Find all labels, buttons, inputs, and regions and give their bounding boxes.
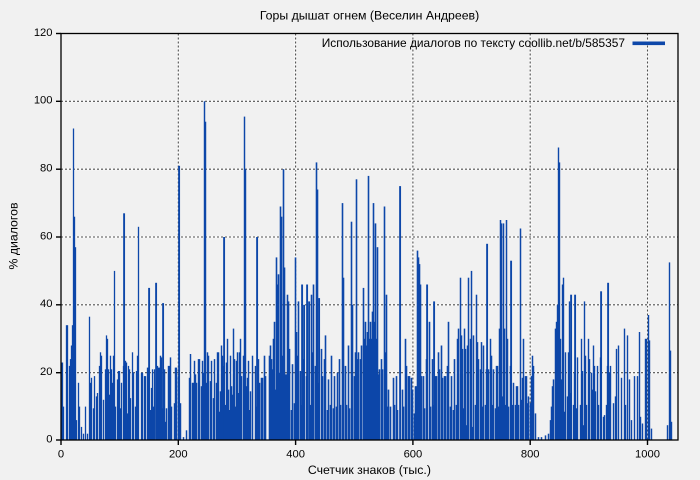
svg-text:80: 80 xyxy=(40,163,52,175)
svg-text:0: 0 xyxy=(58,449,64,461)
svg-text:1000: 1000 xyxy=(635,449,660,461)
svg-text:0: 0 xyxy=(46,433,52,445)
svg-text:Горы дышат огнем (Веселин Андр: Горы дышат огнем (Веселин Андреев) xyxy=(260,9,479,23)
svg-text:% диалогов: % диалогов xyxy=(7,203,21,270)
svg-text:120: 120 xyxy=(34,27,53,39)
svg-text:Счетчик знаков (тыс.): Счетчик знаков (тыс.) xyxy=(308,463,431,477)
svg-text:800: 800 xyxy=(521,449,540,461)
svg-text:20: 20 xyxy=(40,366,52,378)
svg-text:200: 200 xyxy=(169,449,188,461)
svg-text:60: 60 xyxy=(40,230,52,242)
svg-text:100: 100 xyxy=(34,95,53,107)
svg-text:40: 40 xyxy=(40,298,52,310)
svg-text:600: 600 xyxy=(404,449,423,461)
svg-text:Использование диалогов по текс: Использование диалогов по тексту coollib… xyxy=(322,36,626,50)
svg-text:400: 400 xyxy=(286,449,305,461)
